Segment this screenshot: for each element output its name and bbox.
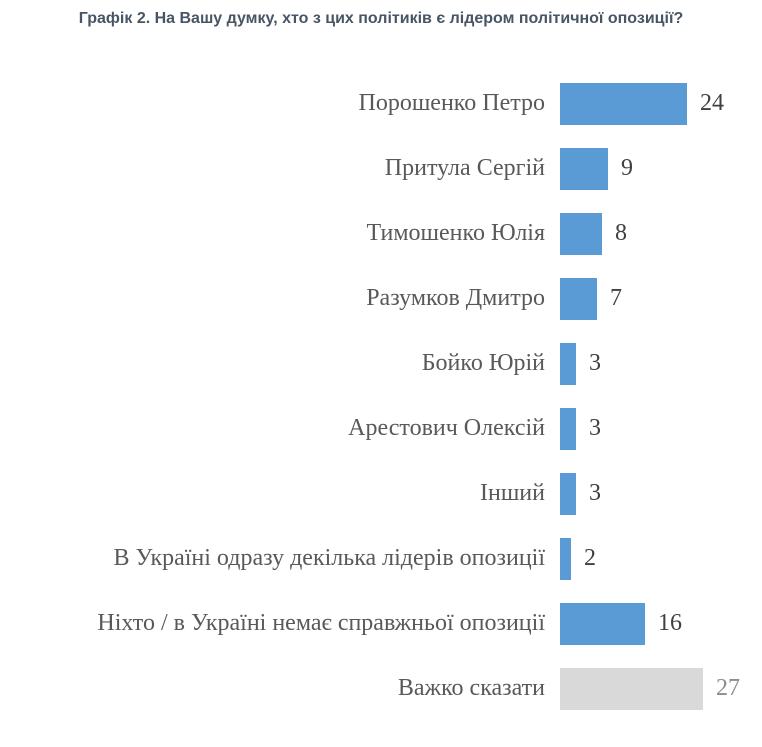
chart-row: Притула Сергій 9	[0, 136, 762, 201]
value-label: 3	[589, 415, 601, 441]
bar	[560, 667, 703, 710]
category-label: Арестович Олексій	[348, 415, 545, 441]
chart-row: В Україні одразу декілька лідерів опозиц…	[0, 526, 762, 591]
chart-row: Бойко Юрій 3	[0, 331, 762, 396]
chart-title: Графік 2. На Вашу думку, хто з цих політ…	[78, 10, 684, 27]
bar	[560, 277, 597, 320]
bar	[560, 407, 576, 450]
bar	[560, 82, 687, 125]
bar	[560, 147, 608, 190]
value-label: 24	[700, 90, 724, 116]
chart-row: Інший 3	[0, 461, 762, 526]
bar	[560, 212, 602, 255]
chart-row: Порошенко Петро 24	[0, 71, 762, 136]
chart-row: Тимошенко Юлія 8	[0, 201, 762, 266]
bar-chart: Порошенко Петро 24 Притула Сергій 9 Тимошенк…	[0, 71, 762, 721]
value-label: 3	[589, 480, 601, 506]
bar	[560, 342, 576, 385]
category-label: Важко сказати	[397, 675, 545, 701]
value-label: 27	[716, 675, 740, 701]
bar	[560, 537, 571, 580]
value-label: 7	[610, 285, 622, 311]
category-label: Притула Сергій	[384, 155, 545, 181]
chart-row: Важко сказати 27	[0, 656, 762, 721]
chart-row: Ніхто / в Україні немає справжньої опози…	[0, 591, 762, 656]
value-label: 8	[615, 220, 627, 246]
value-label: 16	[658, 610, 682, 636]
category-label: Бойко Юрій	[421, 350, 545, 376]
bar	[560, 602, 645, 645]
chart-row: Разумков Дмитро 7	[0, 266, 762, 331]
category-label: Тимошенко Юлія	[366, 220, 545, 246]
category-label: Ніхто / в Україні немає справжньої опози…	[97, 610, 545, 636]
value-label: 2	[584, 545, 596, 571]
category-label: В Україні одразу декілька лідерів опозиц…	[113, 545, 545, 571]
chart-row: Арестович Олексій 3	[0, 396, 762, 461]
category-label: Разумков Дмитро	[366, 285, 545, 311]
bar	[560, 472, 576, 515]
value-label: 9	[621, 155, 633, 181]
value-label: 3	[589, 350, 601, 376]
category-label: Інший	[479, 480, 545, 506]
category-label: Порошенко Петро	[358, 90, 545, 116]
